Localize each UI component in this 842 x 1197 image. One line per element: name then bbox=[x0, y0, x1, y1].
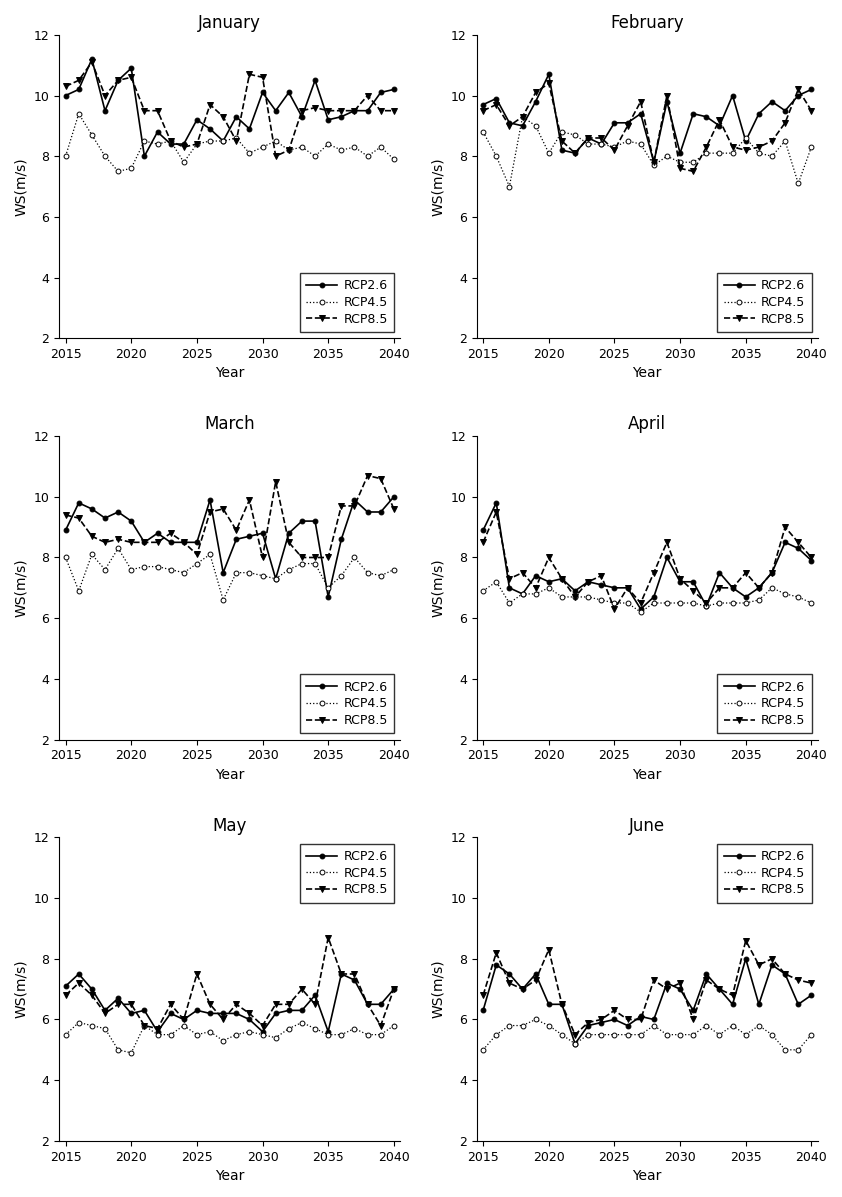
Legend: RCP2.6, RCP4.5, RCP8.5: RCP2.6, RCP4.5, RCP8.5 bbox=[717, 273, 812, 332]
X-axis label: Year: Year bbox=[632, 1169, 662, 1183]
Y-axis label: WS(m/s): WS(m/s) bbox=[13, 157, 28, 215]
Legend: RCP2.6, RCP4.5, RCP8.5: RCP2.6, RCP4.5, RCP8.5 bbox=[300, 674, 394, 734]
Y-axis label: WS(m/s): WS(m/s) bbox=[13, 559, 28, 618]
Title: March: March bbox=[205, 415, 255, 433]
Y-axis label: WS(m/s): WS(m/s) bbox=[431, 960, 445, 1019]
Title: June: June bbox=[629, 816, 665, 834]
Title: February: February bbox=[610, 14, 684, 32]
Legend: RCP2.6, RCP4.5, RCP8.5: RCP2.6, RCP4.5, RCP8.5 bbox=[300, 273, 394, 332]
Y-axis label: WS(m/s): WS(m/s) bbox=[431, 559, 445, 618]
Y-axis label: WS(m/s): WS(m/s) bbox=[431, 157, 445, 215]
Legend: RCP2.6, RCP4.5, RCP8.5: RCP2.6, RCP4.5, RCP8.5 bbox=[717, 844, 812, 903]
Y-axis label: WS(m/s): WS(m/s) bbox=[13, 960, 28, 1019]
X-axis label: Year: Year bbox=[215, 366, 244, 381]
Title: January: January bbox=[198, 14, 261, 32]
Title: April: April bbox=[628, 415, 666, 433]
Legend: RCP2.6, RCP4.5, RCP8.5: RCP2.6, RCP4.5, RCP8.5 bbox=[300, 844, 394, 903]
X-axis label: Year: Year bbox=[215, 767, 244, 782]
Title: May: May bbox=[212, 816, 247, 834]
X-axis label: Year: Year bbox=[632, 767, 662, 782]
Legend: RCP2.6, RCP4.5, RCP8.5: RCP2.6, RCP4.5, RCP8.5 bbox=[717, 674, 812, 734]
X-axis label: Year: Year bbox=[215, 1169, 244, 1183]
X-axis label: Year: Year bbox=[632, 366, 662, 381]
